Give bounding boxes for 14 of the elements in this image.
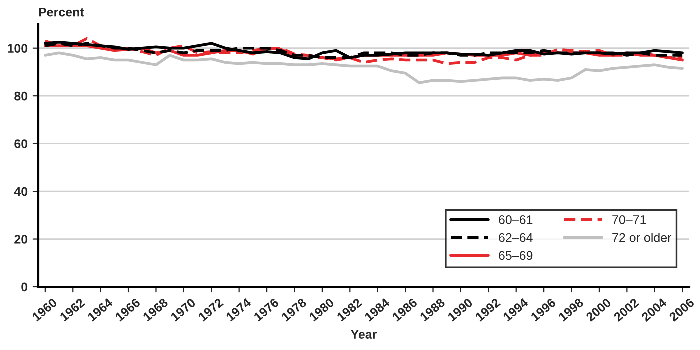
line-series — [44, 52, 684, 84]
y-tick-label: 0 — [22, 282, 28, 292]
y-axis-title: Percent — [39, 8, 84, 17]
legend-label: 60–61 — [499, 216, 533, 224]
legend-label: 72 or older — [612, 233, 672, 242]
y-tick-label: 100 — [8, 44, 28, 54]
y-tick-label: 80 — [14, 92, 28, 101]
legend-label: 62–64 — [499, 233, 533, 242]
y-tick-label: 40 — [14, 187, 28, 196]
legend-label: 70–71 — [612, 216, 646, 224]
legend-label: 65–69 — [499, 251, 533, 260]
y-tick-label: 20 — [14, 235, 28, 244]
x-axis-title: Year — [351, 330, 378, 339]
y-tick-label: 60 — [14, 140, 28, 148]
